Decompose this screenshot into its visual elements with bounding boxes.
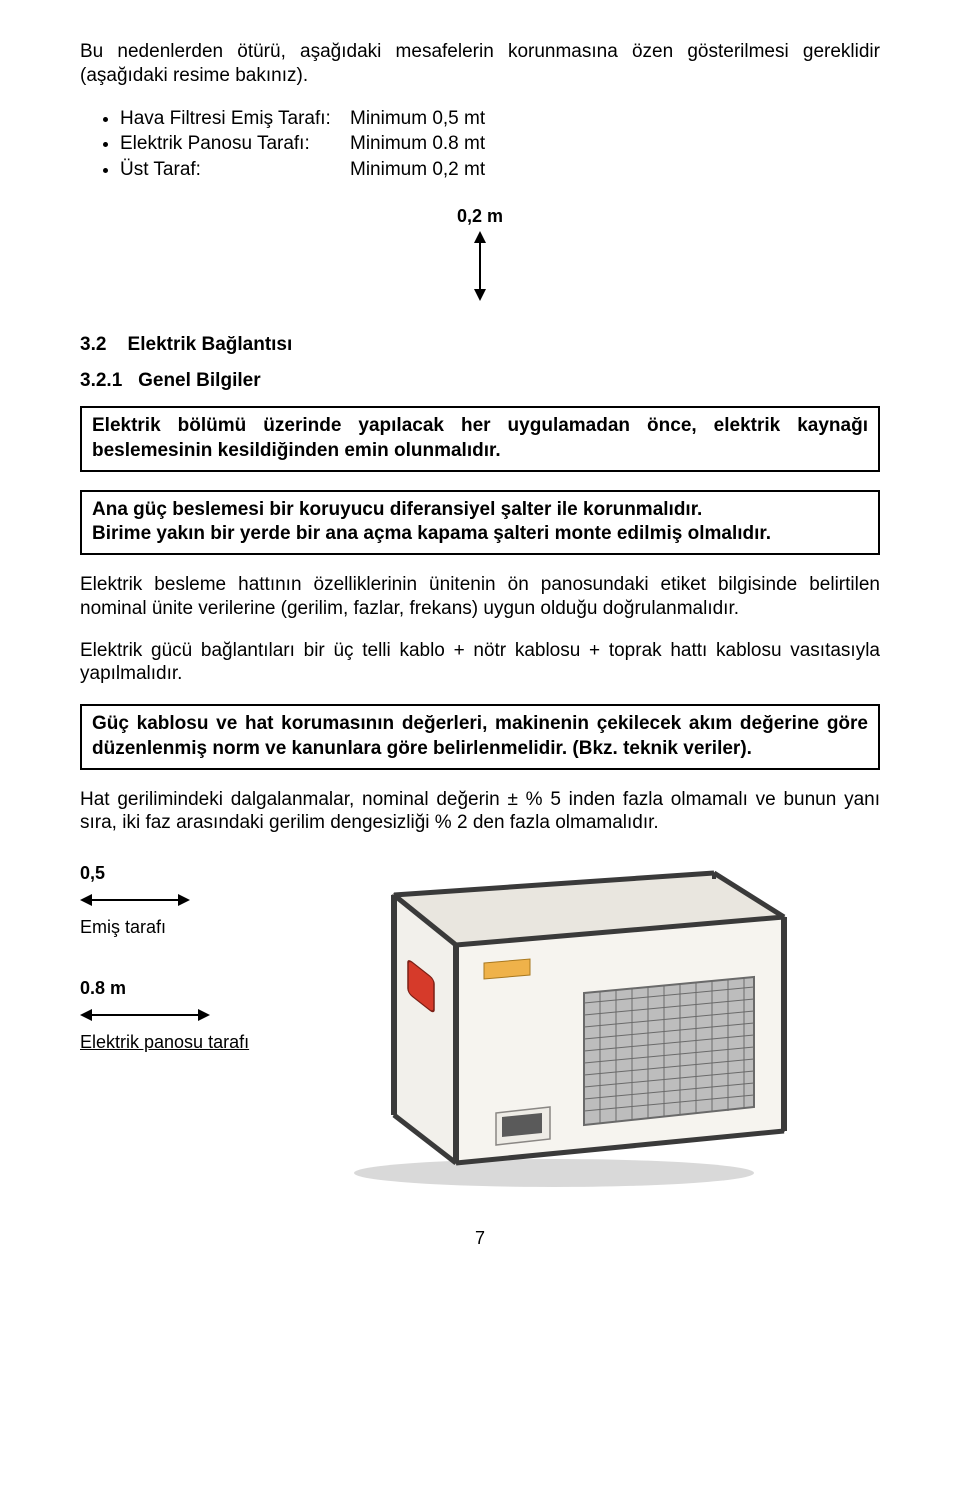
clearance-name: Elektrik panosu tarafı <box>80 1032 260 1053</box>
page-number: 7 <box>80 1228 880 1249</box>
intro-paragraph: Bu nedenlerden ötürü, aşağıdaki mesafele… <box>80 40 880 88</box>
device-illustration <box>284 863 804 1193</box>
clearance-label-block: 0.8 m Elektrik panosu tarafı <box>80 978 260 1053</box>
subsection-heading: 3.2.1 Genel Bilgiler <box>80 370 880 392</box>
device-grille <box>584 977 754 1125</box>
bullet-item: Elektrik Panosu Tarafı: Minimum 0.8 mt <box>120 131 880 157</box>
device-photo <box>284 863 804 1198</box>
bullet-label: Üst Taraf: <box>120 157 350 183</box>
warning-box-2-line1: Ana güç beslemesi bir koruyucu diferansi… <box>92 498 868 523</box>
clearance-label-block: 0,5 Emiş tarafı <box>80 863 260 938</box>
vertical-clearance-arrow: 0,2 m <box>80 206 880 306</box>
section-number: 3.2 <box>80 334 106 355</box>
clearance-labels-column: 0,5 Emiş tarafı 0.8 m Elektrik panosu ta… <box>80 863 260 1089</box>
bullet-item: Hava Filtresi Emiş Tarafı: Minimum 0,5 m… <box>120 106 880 132</box>
clearance-value: 0.8 m <box>80 978 260 999</box>
clearance-name: Emiş tarafı <box>80 917 260 938</box>
bullet-value: Minimum 0.8 mt <box>350 131 485 157</box>
warning-box-2: Ana güç beslemesi bir koruyucu diferansi… <box>80 490 880 555</box>
subsection-number: 3.2.1 <box>80 370 122 391</box>
warning-box-3: Güç kablosu ve hat korumasının değerleri… <box>80 704 880 769</box>
warning-box-1: Elektrik bölümü üzerinde yapılacak her u… <box>80 406 880 471</box>
bullet-value: Minimum 0,5 mt <box>350 106 485 132</box>
clearance-value: 0,5 <box>80 863 260 884</box>
vertical-arrow-label: 0,2 m <box>80 206 880 227</box>
section-title: Elektrik Bağlantısı <box>128 334 293 355</box>
clearance-bullet-list: Hava Filtresi Emiş Tarafı: Minimum 0,5 m… <box>80 106 880 183</box>
double-arrow-horizontal-icon <box>80 890 190 910</box>
bullet-value: Minimum 0,2 mt <box>350 157 485 183</box>
bullet-label: Hava Filtresi Emiş Tarafı: <box>120 106 350 132</box>
voltage-paragraph: Hat gerilimindeki dalgalanmalar, nominal… <box>80 788 880 836</box>
bullet-item: Üst Taraf: Minimum 0,2 mt <box>120 157 880 183</box>
bullet-label: Elektrik Panosu Tarafı: <box>120 131 350 157</box>
double-arrow-horizontal-icon <box>80 1005 210 1025</box>
double-arrow-vertical-icon <box>468 231 492 301</box>
subsection-title: Genel Bilgiler <box>138 370 260 391</box>
supply-paragraph: Elektrik besleme hattının özelliklerinin… <box>80 573 880 621</box>
section-heading: 3.2 Elektrik Bağlantısı <box>80 334 880 356</box>
cable-paragraph: Elektrik gücü bağlantıları bir üç telli … <box>80 639 880 687</box>
warning-box-2-line2: Birime yakın bir yerde bir ana açma kapa… <box>92 522 868 547</box>
